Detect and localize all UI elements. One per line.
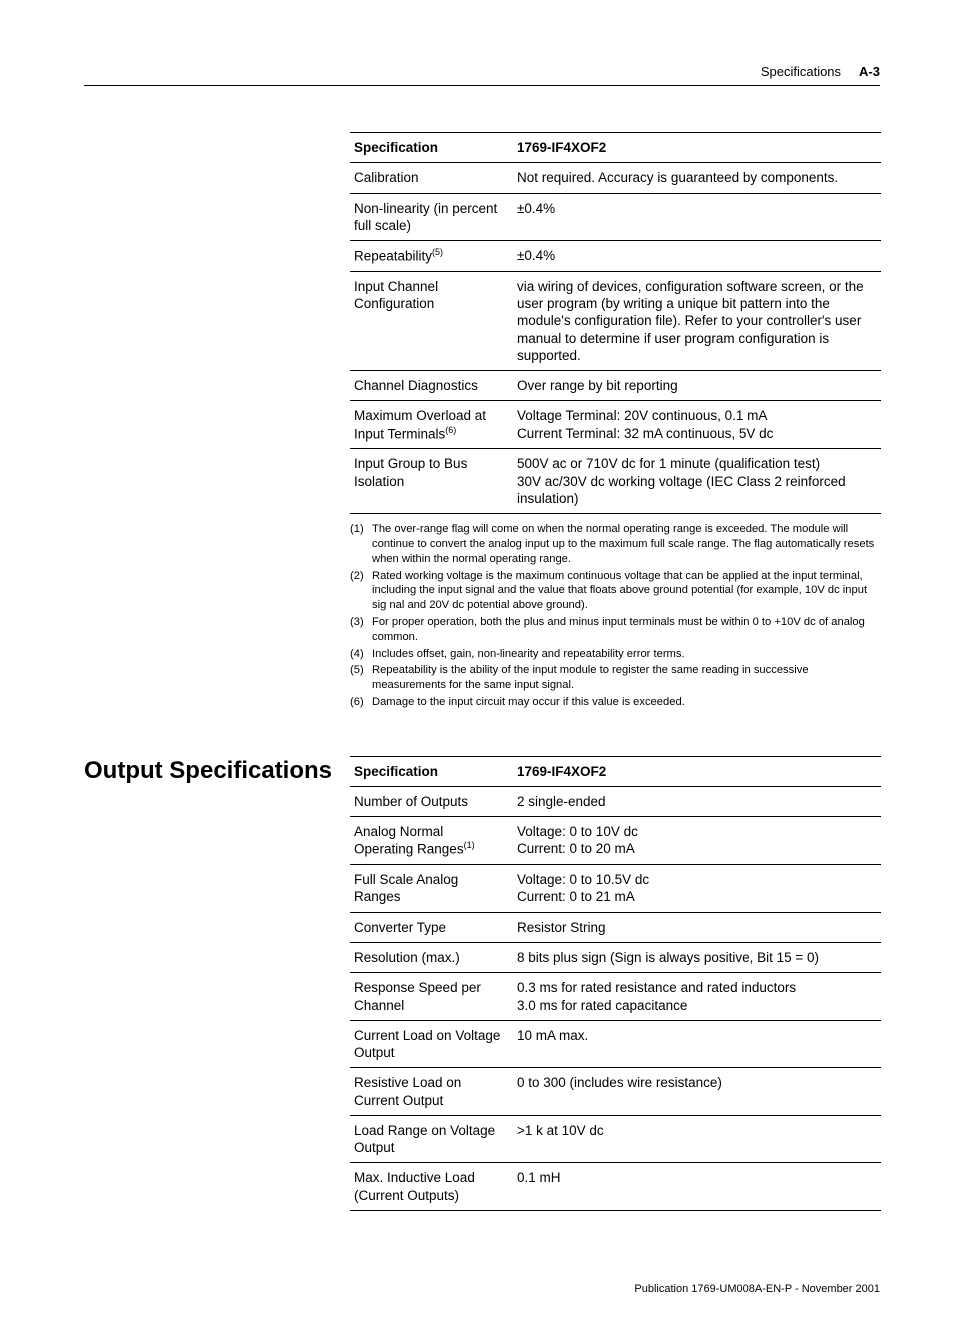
output-spec-table: Specification 1769-IF4XOF2 Number of Out… [350, 756, 881, 1211]
table-row: Number of Outputs2 single-ended [350, 786, 881, 816]
spec-name: Resistive Load on Current Output [350, 1068, 513, 1116]
spec-value: Not required. Accuracy is guaranteed by … [513, 163, 881, 193]
table-row: Repeatability(5)±0.4% [350, 241, 881, 272]
table2-wrap: Specification 1769-IF4XOF2 Number of Out… [350, 756, 881, 1211]
spec-name: Load Range on Voltage Output [350, 1115, 513, 1163]
footnote-text: Repeatability is the ability of the inpu… [372, 663, 881, 693]
header-rule [84, 85, 880, 86]
spec-name: Maximum Overload at Input Terminals(6) [350, 401, 513, 449]
spec-name: Converter Type [350, 912, 513, 942]
spec-value: 0 to 300 (includes wire resistance) [513, 1068, 881, 1116]
spec-name: Full Scale Analog Ranges [350, 865, 513, 913]
table2-head-part: 1769-IF4XOF2 [513, 756, 881, 786]
footnote: (2)Rated working voltage is the maximum … [350, 569, 881, 613]
spec-value: 10 mA max. [513, 1020, 881, 1068]
output-spec-heading: Output Specifications [84, 756, 350, 784]
spec-name: Max. Inductive Load (Current Outputs) [350, 1163, 513, 1211]
table1-head-spec: Specification [350, 133, 513, 163]
footnote-num: (4) [350, 647, 372, 662]
footnote: (5)Repeatability is the ability of the i… [350, 663, 881, 693]
input-spec-table: Specification 1769-IF4XOF2 CalibrationNo… [350, 132, 881, 514]
spec-name: Channel Diagnostics [350, 371, 513, 401]
spec-value: Voltage: 0 to 10V dcCurrent: 0 to 20 mA [513, 817, 881, 865]
footnote-text: The over-range flag will come on when th… [372, 522, 881, 566]
spec-value: >1 k at 10V dc [513, 1115, 881, 1163]
table1-block: Specification 1769-IF4XOF2 CalibrationNo… [350, 132, 880, 710]
spec-name: Non-linearity (in percent full scale) [350, 193, 513, 241]
table-row: Resistive Load on Current Output0 to 300… [350, 1068, 881, 1116]
table-row: Channel DiagnosticsOver range by bit rep… [350, 371, 881, 401]
spec-name: Response Speed per Channel [350, 973, 513, 1021]
table-row: Load Range on Voltage Output>1 k at 10V … [350, 1115, 881, 1163]
spec-value: 0.3 ms for rated resistance and rated in… [513, 973, 881, 1021]
spec-value: 0.1 mH [513, 1163, 881, 1211]
spec-name: Resolution (max.) [350, 942, 513, 972]
spec-name: Current Load on Voltage Output [350, 1020, 513, 1068]
table-row: Non-linearity (in percent full scale)±0.… [350, 193, 881, 241]
spec-value: 8 bits plus sign (Sign is always positiv… [513, 942, 881, 972]
spec-value: Voltage: 0 to 10.5V dcCurrent: 0 to 21 m… [513, 865, 881, 913]
footnote-ref: (6) [445, 425, 456, 435]
footnotes: (1)The over-range flag will come on when… [350, 522, 881, 709]
spec-value: 500V ac or 710V dc for 1 minute (qualifi… [513, 449, 881, 514]
table-row: Response Speed per Channel0.3 ms for rat… [350, 973, 881, 1021]
header-section: Specifications [761, 64, 841, 79]
table-row: Current Load on Voltage Output10 mA max. [350, 1020, 881, 1068]
spec-name: Number of Outputs [350, 786, 513, 816]
table1-body: CalibrationNot required. Accuracy is gua… [350, 163, 881, 514]
table2-head-spec: Specification [350, 756, 513, 786]
footnote: (6)Damage to the input circuit may occur… [350, 695, 881, 710]
footnote-text: Includes offset, gain, non-linearity and… [372, 647, 881, 662]
spec-name: Analog Normal Operating Ranges(1) [350, 817, 513, 865]
footnote-num: (1) [350, 522, 372, 566]
footnote-num: (6) [350, 695, 372, 710]
footnote: (1)The over-range flag will come on when… [350, 522, 881, 566]
spec-value: ±0.4% [513, 193, 881, 241]
spec-value: Over range by bit reporting [513, 371, 881, 401]
footnote-num: (5) [350, 663, 372, 693]
page-header: Specifications A-3 [84, 64, 880, 79]
table-row: Input Channel Configurationvia wiring of… [350, 271, 881, 370]
page-footer: Publication 1769-UM008A-EN-P - November … [84, 1283, 880, 1295]
footnote-num: (3) [350, 615, 372, 645]
footnote: (4)Includes offset, gain, non-linearity … [350, 647, 881, 662]
spec-name: Repeatability(5) [350, 241, 513, 272]
footnote-ref: (1) [464, 840, 475, 850]
output-spec-section: Output Specifications Specification 1769… [84, 756, 880, 1211]
table1-head-part: 1769-IF4XOF2 [513, 133, 881, 163]
table-row: Converter TypeResistor String [350, 912, 881, 942]
table-row: CalibrationNot required. Accuracy is gua… [350, 163, 881, 193]
table-row: Maximum Overload at Input Terminals(6)Vo… [350, 401, 881, 449]
spec-value: via wiring of devices, configuration sof… [513, 271, 881, 370]
spec-name: Input Channel Configuration [350, 271, 513, 370]
table-row: Input Group to Bus Isolation500V ac or 7… [350, 449, 881, 514]
publication: Publication 1769-UM008A-EN-P - November … [634, 1283, 880, 1295]
header-page: A-3 [859, 64, 880, 79]
footnote-text: Damage to the input circuit may occur if… [372, 695, 881, 710]
table-row: Max. Inductive Load (Current Outputs)0.1… [350, 1163, 881, 1211]
table-row: Analog Normal Operating Ranges(1)Voltage… [350, 817, 881, 865]
table-row: Resolution (max.)8 bits plus sign (Sign … [350, 942, 881, 972]
spec-value: 2 single-ended [513, 786, 881, 816]
spec-name: Input Group to Bus Isolation [350, 449, 513, 514]
spec-name: Calibration [350, 163, 513, 193]
spec-value: ±0.4% [513, 241, 881, 272]
footnote-text: Rated working voltage is the maximum con… [372, 569, 881, 613]
footnote-ref: (5) [432, 247, 443, 257]
table2-body: Number of Outputs2 single-endedAnalog No… [350, 786, 881, 1210]
footnote-num: (2) [350, 569, 372, 613]
table-row: Full Scale Analog RangesVoltage: 0 to 10… [350, 865, 881, 913]
spec-value: Voltage Terminal: 20V continuous, 0.1 mA… [513, 401, 881, 449]
footnote: (3)For proper operation, both the plus a… [350, 615, 881, 645]
footnote-text: For proper operation, both the plus and … [372, 615, 881, 645]
spec-value: Resistor String [513, 912, 881, 942]
